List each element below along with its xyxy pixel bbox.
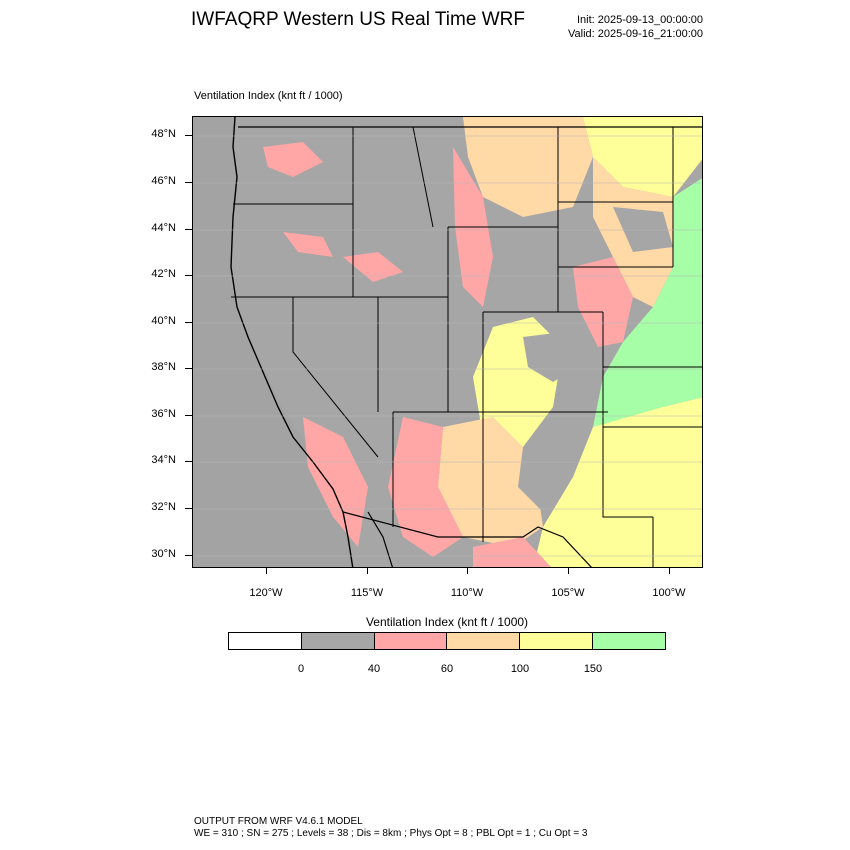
- graticule: [193, 135, 702, 557]
- field-orange-north: [463, 117, 593, 217]
- footer-model-line: OUTPUT FROM WRF V4.6.1 MODEL: [194, 816, 363, 827]
- coastline: [230, 117, 354, 567]
- lat-tick: [185, 182, 192, 183]
- legend-swatch-orange: [447, 633, 521, 649]
- lat-tick: [185, 555, 192, 556]
- init-time-label: Init: 2025-09-13_00:00:00: [577, 14, 703, 26]
- lat-label-32: 32°N: [151, 501, 176, 513]
- field-yellow-plains: [533, 397, 702, 567]
- field-gray-nm: [518, 437, 563, 512]
- field-gray-dakota: [613, 207, 673, 252]
- legend-title: Ventilation Index (knt ft / 1000): [365, 615, 529, 629]
- lon-label-120: 120°W: [249, 587, 283, 599]
- field-orange-south: [438, 417, 543, 547]
- lat-tick: [185, 461, 192, 462]
- legend-swatch-green: [593, 633, 665, 649]
- legend-colorbar: [228, 632, 666, 650]
- valid-time-label: Valid: 2025-09-16_21:00:00: [568, 28, 703, 40]
- field-pink-southern: [473, 537, 552, 567]
- ventilation-index-map: [192, 116, 703, 568]
- field-pink-east: [573, 257, 633, 347]
- field-pink-nw: [263, 142, 323, 177]
- lon-tick: [367, 568, 368, 574]
- legend-swatch-yellow: [520, 633, 594, 649]
- legend-tick-0: 0: [297, 663, 305, 675]
- legend-swatch-white: [229, 633, 302, 649]
- field-pink-idaho: [343, 252, 403, 282]
- field-pink-4corners: [388, 417, 463, 557]
- lat-tick: [185, 135, 192, 136]
- lon-tick: [568, 568, 569, 574]
- lat-tick: [185, 415, 192, 416]
- legend-tick-40: 40: [367, 663, 381, 675]
- lon-label-105: 105°W: [551, 587, 585, 599]
- state-borders: [231, 126, 702, 567]
- lat-tick: [185, 368, 192, 369]
- map-canvas: [193, 117, 702, 567]
- lat-label-40: 40°N: [151, 315, 176, 327]
- lat-label-42: 42°N: [151, 268, 176, 280]
- lat-tick: [185, 229, 192, 230]
- lon-label-110: 110°W: [450, 587, 484, 599]
- lat-label-36: 36°N: [151, 408, 176, 420]
- footer-config-line: WE = 310 ; SN = 275 ; Levels = 38 ; Dis …: [194, 828, 588, 839]
- legend-tick-100: 100: [510, 663, 530, 675]
- lat-label-48: 48°N: [151, 128, 176, 140]
- field-gray-colorado: [523, 332, 578, 382]
- field-pink-or: [283, 232, 333, 257]
- lat-label-30: 30°N: [151, 548, 176, 560]
- lat-label-44: 44°N: [151, 222, 176, 234]
- lon-tick: [669, 568, 670, 574]
- lat-tick: [185, 275, 192, 276]
- lat-label-38: 38°N: [151, 361, 176, 373]
- legend-tick-150: 150: [583, 663, 603, 675]
- field-yellow-north: [583, 117, 702, 197]
- lat-label-46: 46°N: [151, 175, 176, 187]
- baja-coast: [367, 511, 394, 567]
- lat-label-34: 34°N: [151, 454, 176, 466]
- legend-swatch-gray: [301, 633, 375, 649]
- lon-label-115: 115°W: [350, 587, 384, 599]
- main-title: IWFAQRP Western US Real Time WRF: [191, 9, 525, 30]
- lat-tick: [185, 508, 192, 509]
- field-green: [593, 178, 702, 432]
- mexico-border: [342, 511, 592, 567]
- legend-tick-60: 60: [440, 663, 454, 675]
- lon-tick: [467, 568, 468, 574]
- map-subtitle: Ventilation Index (knt ft / 1000): [194, 90, 343, 102]
- lon-label-100: 100°W: [652, 587, 686, 599]
- legend-swatch-pink: [374, 633, 448, 649]
- lon-tick: [266, 568, 267, 574]
- lat-tick: [185, 322, 192, 323]
